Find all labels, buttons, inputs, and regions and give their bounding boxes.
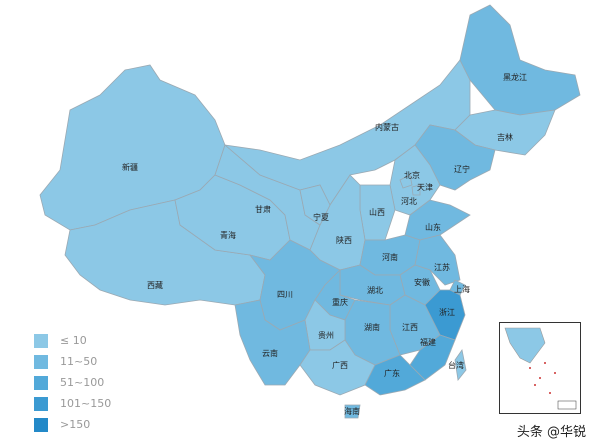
province-label: 内蒙古 bbox=[375, 122, 399, 132]
watermark: 头条 @华锐 bbox=[516, 425, 586, 440]
legend-label: 11~50 bbox=[60, 355, 98, 368]
province-label: 西藏 bbox=[147, 280, 163, 290]
province-label: 重庆 bbox=[332, 297, 348, 307]
province-label: 新疆 bbox=[122, 162, 138, 172]
legend-item: >150 bbox=[34, 414, 111, 435]
province-label: 江西 bbox=[402, 323, 418, 332]
province-label: 安徽 bbox=[414, 277, 430, 287]
legend-swatch bbox=[34, 417, 48, 432]
legend-swatch bbox=[34, 396, 48, 411]
south-china-sea-inset bbox=[499, 322, 581, 414]
province-黑龙江[interactable] bbox=[459, 4, 581, 116]
province-label: 江苏 bbox=[434, 262, 450, 272]
legend-swatch bbox=[34, 354, 48, 369]
legend-label: ≤ 10 bbox=[60, 334, 87, 347]
province-label: 天津 bbox=[417, 182, 433, 192]
legend-item: 101~150 bbox=[34, 393, 111, 414]
province-label: 海南 bbox=[344, 406, 360, 416]
province-label: 陕西 bbox=[336, 235, 352, 245]
province-label: 辽宁 bbox=[454, 164, 470, 174]
province-label: 青海 bbox=[220, 230, 236, 240]
legend-item: 51~100 bbox=[34, 372, 111, 393]
province-label: 黑龙江 bbox=[503, 72, 527, 82]
province-北京[interactable] bbox=[399, 174, 413, 189]
province-label: 山西 bbox=[369, 207, 385, 217]
province-label: 贵州 bbox=[318, 330, 334, 340]
province-label: 湖南 bbox=[364, 322, 380, 332]
province-label: 宁夏 bbox=[313, 212, 329, 222]
province-label: 四川 bbox=[277, 290, 293, 299]
province-label: 北京 bbox=[404, 170, 420, 180]
province-label: 河南 bbox=[382, 252, 398, 262]
province-label: 台湾 bbox=[448, 360, 464, 370]
province-海南[interactable] bbox=[344, 404, 361, 419]
province-label: 甘肃 bbox=[255, 204, 271, 214]
legend-label: >150 bbox=[60, 418, 91, 431]
legend: ≤ 10 11~50 51~100 101~150 >150 bbox=[34, 330, 111, 435]
legend-label: 51~100 bbox=[60, 376, 105, 389]
province-天津[interactable] bbox=[411, 184, 421, 196]
province-label: 上海 bbox=[454, 284, 470, 294]
legend-swatch bbox=[34, 333, 48, 348]
province-台湾[interactable] bbox=[454, 349, 467, 381]
province-宁夏[interactable] bbox=[299, 184, 331, 226]
province-label: 广西 bbox=[332, 360, 348, 370]
legend-label: 101~150 bbox=[60, 397, 112, 410]
province-label: 云南 bbox=[262, 348, 278, 358]
province-label: 河北 bbox=[401, 196, 417, 206]
province-广东[interactable] bbox=[364, 354, 426, 396]
province-label: 山东 bbox=[425, 222, 441, 232]
legend-swatch bbox=[34, 375, 48, 390]
province-label: 浙江 bbox=[439, 307, 455, 317]
province-辽宁[interactable] bbox=[414, 124, 496, 191]
province-label: 吉林 bbox=[497, 132, 513, 142]
province-吉林[interactable] bbox=[454, 109, 556, 156]
legend-item: ≤ 10 bbox=[34, 330, 111, 351]
province-label: 湖北 bbox=[367, 286, 383, 295]
province-label: 福建 bbox=[420, 337, 436, 347]
province-label: 广东 bbox=[384, 368, 400, 378]
legend-item: 11~50 bbox=[34, 351, 111, 372]
